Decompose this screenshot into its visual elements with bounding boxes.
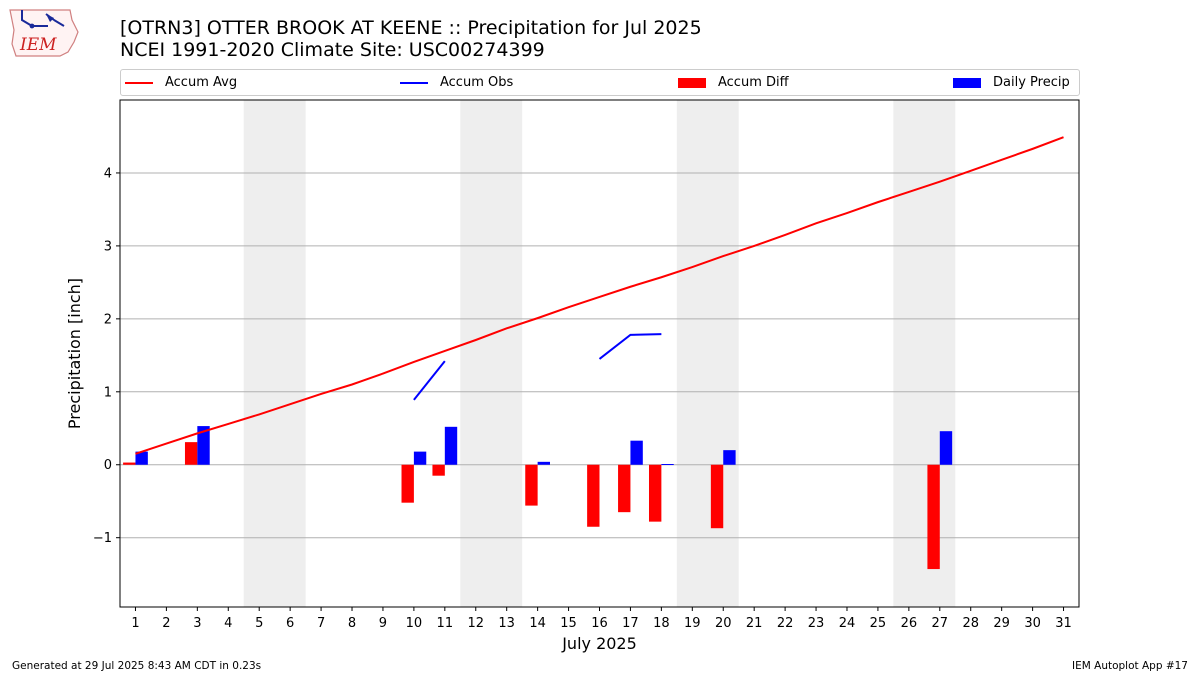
plot-frame (119, 99, 1080, 608)
x-tick-label: 3 (193, 616, 201, 631)
legend: Accum Avg Accum Obs Accum Diff Daily Pre… (120, 69, 1080, 96)
accum-diff-bar (432, 464, 445, 476)
y-tick-label: 2 (104, 312, 112, 327)
x-tick-label: 21 (746, 616, 763, 631)
daily-precip-bar (723, 450, 736, 465)
y-axis-label: Precipitation [inch] (65, 278, 84, 429)
daily-precip-bar (197, 426, 210, 465)
daily-precip-bar (630, 440, 643, 465)
daily-precip-bar (135, 451, 148, 465)
x-tick-label: 27 (932, 616, 949, 631)
daily-precip-bar (939, 431, 953, 465)
x-tick-label: 9 (379, 616, 387, 631)
legend-item-accum-obs: Accum Obs (400, 70, 513, 95)
title-line-2: NCEI 1991-2020 Climate Site: USC00274399 (120, 39, 545, 61)
weekend-shade (893, 100, 956, 607)
y-tick-label: −1 (93, 531, 112, 546)
accum-diff-bar (648, 464, 662, 522)
x-tick-label: 4 (224, 616, 232, 631)
daily-precip-bar (444, 426, 458, 465)
y-tick-label: 1 (104, 385, 112, 400)
chart-title: [OTRN3] OTTER BROOK AT KEENE :: Precipit… (120, 17, 702, 61)
x-tick-label: 23 (808, 616, 825, 631)
legend-swatch (953, 77, 981, 88)
x-tick-label: 29 (993, 616, 1010, 631)
iem-logo: IEM (8, 6, 80, 58)
accum-diff-bar (123, 462, 136, 465)
daily-precip-bar (413, 451, 427, 465)
accum-diff-bar (927, 464, 940, 570)
daily-precip-bar (537, 461, 551, 465)
legend-swatch (678, 77, 706, 88)
x-tick-label: 1 (131, 616, 139, 631)
x-axis-label: July 2025 (561, 634, 637, 653)
x-tick-label: 7 (317, 616, 325, 631)
x-tick-label: 6 (286, 616, 294, 631)
accum-diff-bar (587, 464, 600, 527)
x-tick-label: 18 (653, 616, 670, 631)
legend-item-accum-avg: Accum Avg (125, 70, 237, 95)
x-tick-label: 20 (715, 616, 732, 631)
x-tick-label: 25 (870, 616, 887, 631)
legend-label: Daily Precip (993, 75, 1070, 90)
accum-diff-bar (710, 464, 724, 529)
accum-diff-bar (618, 464, 631, 513)
x-tick-label: 15 (560, 616, 577, 631)
legend-item-daily-precip: Daily Precip (953, 70, 1070, 95)
accum-diff-bar (525, 464, 538, 506)
legend-swatch (125, 81, 153, 84)
accum-obs-line (598, 333, 662, 360)
x-tick-label: 2 (162, 616, 170, 631)
legend-swatch (400, 81, 428, 84)
weekend-shade (243, 100, 306, 607)
x-tick-label: 28 (962, 616, 979, 631)
x-tick-label: 24 (839, 616, 856, 631)
x-tick-label: 26 (901, 616, 918, 631)
legend-label: Accum Obs (440, 75, 514, 90)
y-tick-label: 0 (104, 458, 112, 473)
x-tick-label: 12 (467, 616, 484, 631)
generated-timestamp: Generated at 29 Jul 2025 8:43 AM CDT in … (12, 660, 262, 672)
logo-text: IEM (19, 35, 57, 55)
daily-precip-bar (661, 464, 674, 466)
x-tick-label: 22 (777, 616, 794, 631)
legend-label: Accum Diff (718, 75, 789, 90)
accum-avg-line (135, 136, 1064, 455)
weekend-shade (460, 100, 523, 607)
x-tick-label: 14 (529, 616, 546, 631)
app-credit: IEM Autoplot App #17 (1072, 660, 1188, 672)
title-line-1: [OTRN3] OTTER BROOK AT KEENE :: Precipit… (120, 17, 702, 39)
weekend-shade (676, 100, 739, 607)
y-tick-label: 3 (104, 239, 112, 254)
accum-obs-line (413, 360, 446, 401)
y-tick-label: 4 (104, 166, 112, 181)
x-tick-label: 30 (1024, 616, 1041, 631)
accum-diff-bar (184, 442, 198, 465)
x-tick-label: 5 (255, 616, 263, 631)
x-tick-label: 16 (591, 616, 608, 631)
x-tick-label: 10 (406, 616, 423, 631)
x-tick-label: 11 (437, 616, 454, 631)
legend-label: Accum Avg (165, 75, 238, 90)
legend-item-accum-diff: Accum Diff (678, 70, 789, 95)
x-tick-label: 8 (348, 616, 356, 631)
x-tick-label: 13 (498, 616, 515, 631)
accum-diff-bar (401, 464, 414, 503)
x-tick-label: 31 (1055, 616, 1072, 631)
x-tick-label: 19 (684, 616, 701, 631)
x-tick-label: 17 (622, 616, 639, 631)
